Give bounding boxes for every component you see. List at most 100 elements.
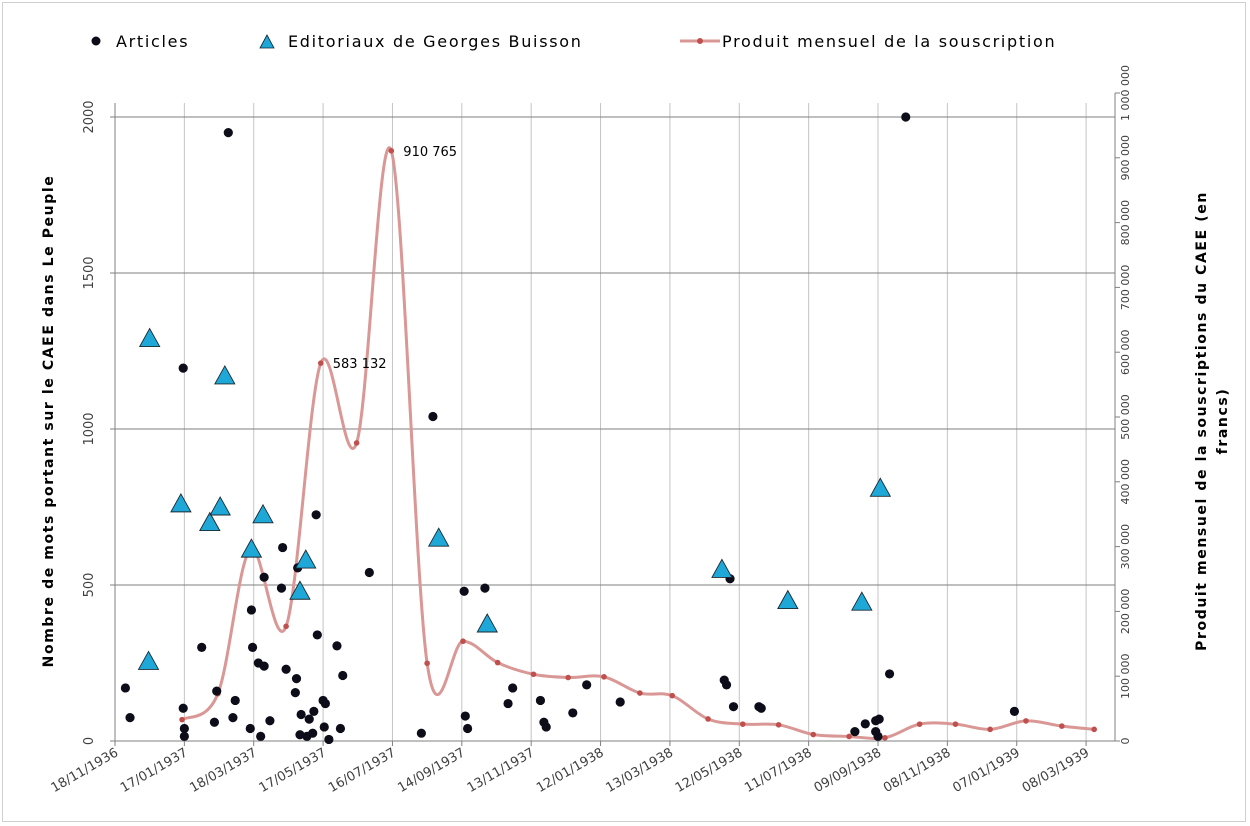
article-point: [209, 717, 220, 727]
y-right-tick-label: 700 000: [1119, 265, 1132, 311]
article-point: [850, 727, 860, 737]
x-tick-label: 07/01/1939: [950, 745, 1022, 795]
y-right-axis-title: Produit mensuel de la souscriptions du C…: [1194, 191, 1231, 651]
souscription-data-label: 910 765: [403, 145, 457, 160]
editorial-point: [427, 527, 450, 547]
souscription-point: [388, 148, 395, 154]
y-right-tick-label: 0: [1119, 738, 1132, 745]
article-point: [338, 670, 348, 681]
editorial-point: [777, 589, 799, 610]
article-point: [291, 674, 302, 684]
article-point: [281, 664, 291, 674]
editorial-point: [214, 365, 236, 385]
souscription-point: [916, 721, 923, 727]
x-tick-label: 18/11/1936: [49, 745, 121, 795]
article-point: [541, 722, 551, 732]
article-point: [276, 583, 287, 593]
article-point: [324, 734, 334, 745]
souscription-point: [637, 690, 643, 696]
y-right-tick-label: 600 000: [1119, 329, 1132, 375]
legend-articles-marker: [91, 36, 101, 46]
article-point: [295, 730, 305, 740]
article-point: [304, 714, 314, 724]
article-point: [480, 583, 490, 593]
y-left-tick-label: 500: [82, 573, 97, 598]
editorial-point: [209, 496, 231, 516]
souscription-point: [1091, 726, 1097, 733]
editorial-point: [294, 549, 317, 569]
article-point: [320, 698, 331, 709]
editorial-point: [199, 511, 221, 532]
article-point: [178, 363, 188, 373]
article-point: [179, 731, 189, 741]
souscription-point: [1059, 723, 1065, 729]
y-right-tick-label: 300 000: [1119, 524, 1132, 570]
article-point: [568, 708, 578, 718]
editorial-point: [137, 650, 160, 670]
x-tick-label: 09/09/1938: [812, 745, 884, 795]
article-point: [308, 728, 318, 738]
x-tick-label: 17/01/1937: [118, 745, 190, 795]
article-point: [120, 683, 131, 693]
x-tick-label: 13/11/1937: [465, 745, 537, 795]
article-point: [873, 731, 883, 741]
article-point: [860, 719, 870, 729]
article-point: [259, 661, 269, 671]
article-point: [615, 697, 625, 707]
souscription-point: [810, 731, 817, 738]
article-point: [259, 572, 269, 582]
article-point: [312, 630, 322, 640]
souscription-point: [530, 671, 537, 678]
editorial-point: [851, 591, 873, 611]
editorial-point: [240, 538, 263, 558]
souscription-point: [1023, 718, 1029, 724]
souscription-point: [601, 674, 607, 680]
article-point: [265, 716, 275, 726]
souscription-point: [882, 734, 888, 741]
souscription-point: [353, 440, 360, 446]
souscription-point: [739, 721, 746, 727]
legend-souscription-marker: [697, 38, 703, 44]
article-point: [463, 723, 473, 734]
legend: Articles Editoriaux de Georges Buisson P…: [91, 32, 1055, 51]
y-right-tick-label: 900 000: [1119, 135, 1132, 181]
y-left-tick-label: 1000: [82, 412, 97, 445]
editorial-point: [711, 558, 733, 578]
y-right-tick-label: 200 000: [1119, 589, 1132, 635]
grid: [115, 103, 1115, 741]
x-tick-label: 12/05/1938: [673, 745, 745, 795]
souscription-point: [669, 692, 676, 699]
article-point: [197, 642, 207, 653]
y-left-axis-title: Nombre de mots portant sur le CAEE dans …: [41, 175, 57, 668]
souscription-point: [317, 360, 324, 366]
article-point: [178, 703, 188, 713]
legend-editorials-marker: [259, 34, 275, 49]
article-point: [884, 669, 895, 679]
x-tick-label: 08/11/1938: [881, 745, 953, 795]
legend-editorials-label: Editoriaux de Georges Buisson: [288, 32, 583, 51]
article-point: [335, 723, 346, 734]
labels-layer: 583 132 910 765: [333, 145, 457, 372]
article-point: [212, 686, 222, 696]
souscription-point: [460, 638, 466, 645]
editorial-point: [476, 613, 499, 633]
article-point: [503, 698, 513, 709]
souscription-point: [846, 733, 852, 740]
article-point: [364, 567, 374, 578]
souscription-point: [179, 716, 185, 723]
article-point: [247, 642, 258, 653]
souscription-line-layer: [179, 146, 1097, 741]
y-left-tick-label: 0: [82, 737, 97, 745]
x-tick-label: 08/03/1939: [1020, 745, 1092, 795]
y-right-tick-label: 1 000 000: [1119, 65, 1132, 121]
y-right-tick-label: 800 000: [1119, 200, 1132, 246]
article-point: [508, 683, 518, 693]
y-right-axis-title-text: Produit mensuel de la souscriptions du C…: [1194, 191, 1231, 651]
souscription-point: [987, 726, 993, 733]
article-point: [230, 695, 240, 706]
souscription-point: [494, 659, 501, 666]
y-left-tick-label: 1500: [82, 256, 97, 289]
article-point: [874, 714, 884, 724]
article-point: [582, 680, 592, 690]
